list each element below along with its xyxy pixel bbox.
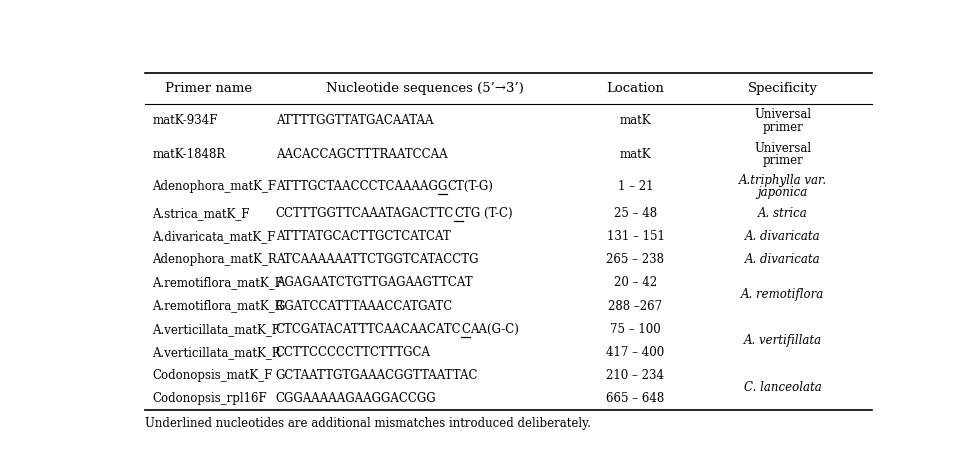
Text: 417 – 400: 417 – 400 [607, 346, 664, 359]
Text: A.divaricata_matK_F: A.divaricata_matK_F [152, 230, 276, 243]
Text: Codonopsis_matK_F: Codonopsis_matK_F [152, 369, 273, 382]
Text: A. strica: A. strica [758, 207, 808, 220]
Text: matK: matK [619, 114, 652, 127]
Text: matK: matK [619, 148, 652, 161]
Text: 20 – 42: 20 – 42 [614, 276, 658, 289]
Text: Universal: Universal [754, 108, 811, 121]
Text: Adenophora_matK_F: Adenophora_matK_F [152, 180, 276, 193]
Text: AA(G-C): AA(G-C) [471, 323, 520, 336]
Text: Primer name: Primer name [165, 82, 252, 95]
Text: 75 – 100: 75 – 100 [610, 323, 660, 336]
Text: TG (T-C): TG (T-C) [463, 207, 513, 220]
Text: A.verticillata_matK_R: A.verticillata_matK_R [152, 346, 281, 359]
Text: A.verticillata_matK_F: A.verticillata_matK_F [152, 323, 280, 336]
Text: ATTTGCTAACCCTCAAAAG: ATTTGCTAACCCTCAAAAG [276, 180, 438, 193]
Text: Specificity: Specificity [747, 82, 818, 95]
Text: A.remotiflora_matK_R: A.remotiflora_matK_R [152, 300, 284, 313]
Text: C. lanceolata: C. lanceolata [743, 381, 822, 394]
Text: GGATCCATTTAAACCATGATC: GGATCCATTTAAACCATGATC [276, 300, 453, 313]
Text: matK-1848R: matK-1848R [152, 148, 226, 161]
Text: CTCGATACATTTCAACAACATC: CTCGATACATTTCAACAACATC [276, 323, 461, 336]
Text: Adenophora_matK_R: Adenophora_matK_R [152, 253, 277, 266]
Text: CCTTCCCCCTTCTTTGCA: CCTTCCCCCTTCTTTGCA [276, 346, 431, 359]
Text: G: G [438, 180, 447, 193]
Text: 1 – 21: 1 – 21 [617, 180, 654, 193]
Text: GCTAATTGTGAAACGGTTAATTAC: GCTAATTGTGAAACGGTTAATTAC [276, 369, 479, 382]
Text: A.triphylla var.: A.triphylla var. [739, 174, 827, 187]
Text: Underlined nucleotides are additional mismatches introduced deliberately.: Underlined nucleotides are additional mi… [145, 418, 591, 431]
Text: Nucleotide sequences (5’→3’): Nucleotide sequences (5’→3’) [325, 82, 524, 95]
Text: C: C [461, 323, 471, 336]
Text: japonica: japonica [757, 187, 808, 200]
Text: Codonopsis_rpl16F: Codonopsis_rpl16F [152, 392, 267, 405]
Text: 210 – 234: 210 – 234 [607, 369, 664, 382]
Text: 131 – 151: 131 – 151 [607, 230, 664, 243]
Text: primer: primer [762, 154, 803, 168]
Text: CGGAAAAAGAAGGACCGG: CGGAAAAAGAAGGACCGG [276, 392, 437, 405]
Text: primer: primer [762, 120, 803, 133]
Text: A. vertifillata: A. vertifillata [743, 334, 822, 347]
Text: AACACCAGCTTTRAATCCAA: AACACCAGCTTTRAATCCAA [276, 148, 447, 161]
Text: A. divaricata: A. divaricata [744, 230, 821, 243]
Text: Location: Location [607, 82, 664, 95]
Text: CCTTTGGTTCAAATAGACTTC: CCTTTGGTTCAAATAGACTTC [276, 207, 454, 220]
Text: AGAGAATCTGTTGAGAAGTTCAT: AGAGAATCTGTTGAGAAGTTCAT [276, 276, 473, 289]
Text: 265 – 238: 265 – 238 [607, 253, 664, 266]
Text: 665 – 648: 665 – 648 [607, 392, 664, 405]
Text: 25 – 48: 25 – 48 [614, 207, 658, 220]
Text: A.remotiflora_matK_F: A.remotiflora_matK_F [152, 276, 283, 289]
Text: ATCAAAAAATTCTGGTCATACCTG: ATCAAAAAATTCTGGTCATACCTG [276, 253, 479, 266]
Text: matK-934F: matK-934F [152, 114, 218, 127]
Text: ATTTTGGTTATGACAATAA: ATTTTGGTTATGACAATAA [276, 114, 434, 127]
Text: ATTTATGCACTTGCTCATCAT: ATTTATGCACTTGCTCATCAT [276, 230, 450, 243]
Text: A. divaricata: A. divaricata [744, 253, 821, 266]
Text: 288 –267: 288 –267 [609, 300, 662, 313]
Text: C: C [454, 207, 463, 220]
Text: CT(T-G): CT(T-G) [447, 180, 493, 193]
Text: A. remotiflora: A. remotiflora [742, 288, 825, 301]
Text: Universal: Universal [754, 142, 811, 155]
Text: A.strica_matK_F: A.strica_matK_F [152, 207, 250, 220]
